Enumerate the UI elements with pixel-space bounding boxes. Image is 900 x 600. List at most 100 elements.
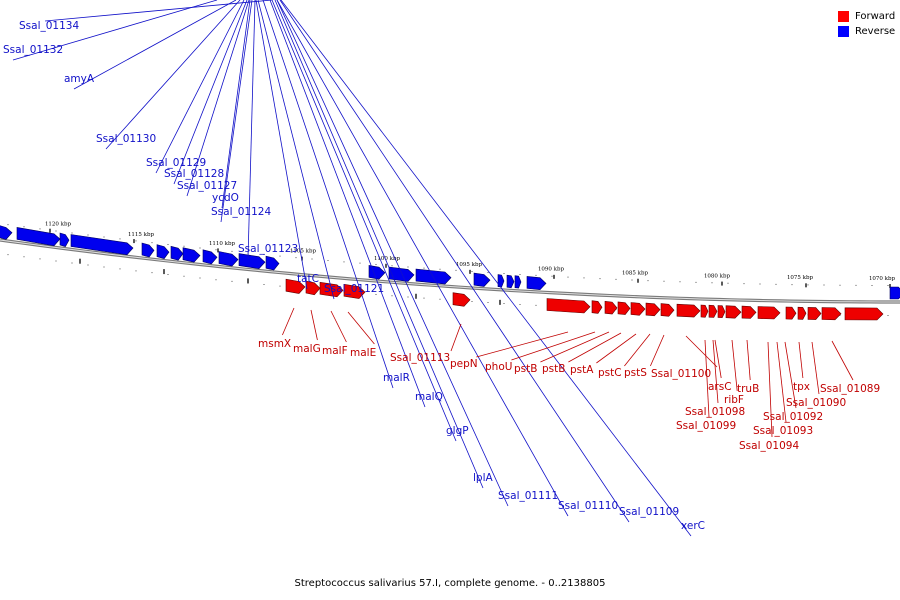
gene-labels: Ssal_01132 amyA Ssal_01130 Ssal_01129 Ssal_0… — [3, 0, 880, 537]
forward-gene-label[interactable]: phoU — [485, 361, 512, 373]
genome-backbone — [0, 238, 900, 304]
reverse-gene-label[interactable]: Ssal_01123 — [238, 243, 298, 255]
reverse-gene-label[interactable]: glgP — [446, 425, 469, 437]
reverse-gene-label[interactable]: Ssal_01121 — [324, 283, 384, 295]
reverse-gene-arrow[interactable] — [415, 268, 452, 285]
forward-gene-label[interactable]: Ssal_01093 — [753, 425, 813, 437]
reverse-gene-label[interactable]: Ssal_01134 — [19, 20, 79, 32]
reverse-gene-arrow[interactable] — [0, 225, 13, 240]
forward-gene-arrow[interactable] — [645, 302, 661, 317]
forward-gene-label[interactable]: pstC — [598, 367, 622, 379]
forward-gene-arrow[interactable] — [785, 306, 797, 320]
legend-reverse: Reverse — [838, 24, 895, 39]
reverse-gene-label[interactable]: Ssal_01124 — [211, 206, 271, 218]
forward-gene-arrow[interactable] — [807, 307, 822, 320]
reverse-gene-label[interactable]: Ssal_01110 — [558, 500, 618, 512]
forward-gene-arrow[interactable] — [630, 302, 646, 316]
reverse-gene-arrow[interactable] — [368, 265, 386, 280]
reverse-gene-arrow[interactable] — [156, 244, 170, 259]
reverse-gene-arrow[interactable] — [514, 275, 522, 289]
forward-gene-arrow[interactable] — [757, 306, 781, 320]
forward-gene-label[interactable]: Ssal_01100 — [651, 368, 711, 380]
forward-gene-label[interactable]: malF — [322, 345, 348, 357]
forward-gene-label[interactable]: ribF — [724, 394, 744, 406]
forward-gene-leader — [624, 333, 651, 367]
reverse-gene-leader — [262, 0, 394, 389]
forward-gene-label[interactable]: malE — [350, 347, 376, 359]
reverse-gene-label[interactable]: Ssal_01111 — [498, 490, 558, 502]
forward-gene-arrow[interactable] — [741, 305, 757, 319]
forward-gene-arrow[interactable] — [604, 300, 618, 315]
reverse-gene-leader — [276, 0, 509, 507]
reverse-gene-arrow[interactable] — [238, 253, 266, 270]
forward-gene-arrow[interactable] — [452, 292, 471, 307]
forward-gene-leader — [685, 335, 718, 368]
kbp-tick-label: 1100 kbp — [374, 256, 401, 262]
reverse-gene-arrow[interactable] — [497, 274, 505, 288]
forward-gene-label[interactable]: Ssal_01092 — [763, 411, 823, 423]
reverse-gene-arrow[interactable] — [265, 255, 280, 271]
forward-gene-label[interactable]: pstB — [514, 363, 537, 375]
reverse-gene-arrow[interactable] — [16, 227, 61, 247]
reverse-gene-arrow[interactable] — [526, 276, 547, 291]
forward-gene-label[interactable]: Ssal_01099 — [676, 420, 736, 432]
forward-gene-arrow[interactable] — [700, 304, 709, 318]
forward-gene-arrow[interactable] — [725, 305, 742, 319]
reverse-gene-arrow[interactable] — [170, 245, 184, 261]
forward-gene-label[interactable]: pepN — [450, 358, 478, 370]
reverse-gene-arrow[interactable] — [141, 242, 155, 258]
reverse-gene-arrow[interactable] — [182, 247, 201, 263]
legend-reverse-label: Reverse — [855, 26, 896, 37]
kbp-tick-label: 1070 kbp — [869, 276, 896, 282]
reverse-gene-label[interactable]: Ssal_01130 — [96, 133, 156, 145]
forward-gene-arrow[interactable] — [591, 300, 603, 314]
forward-gene-label[interactable]: truB — [737, 383, 759, 395]
reverse-gene-label[interactable]: ycdO — [212, 192, 239, 204]
forward-gene-label[interactable]: pstS — [624, 367, 647, 379]
reverse-gene-label[interactable]: Ssal_01127 — [177, 180, 237, 192]
forward-gene-label[interactable]: Ssal_01089 — [820, 383, 880, 395]
forward-gene-arrow[interactable] — [285, 278, 306, 294]
forward-gene-arrow[interactable] — [546, 298, 591, 314]
reverse-gene-arrow[interactable] — [388, 266, 415, 282]
reverse-gene-leader — [105, 0, 241, 150]
forward-gene-arrow[interactable] — [708, 304, 718, 318]
reverse-gene-label[interactable]: malQ — [415, 391, 443, 403]
forward-gene-label[interactable]: malG — [293, 343, 321, 355]
reverse-gene-leader — [44, 0, 273, 22]
forward-gene-arrow[interactable] — [676, 303, 701, 318]
reverse-gene-arrow[interactable] — [889, 286, 900, 300]
forward-gene-label[interactable]: pstA — [570, 364, 594, 376]
reverse-gene-arrow[interactable] — [70, 234, 134, 256]
forward-gene-label[interactable]: tpx — [793, 381, 810, 393]
forward-gene-label[interactable]: pstB — [542, 363, 565, 375]
reverse-gene-label[interactable]: Ssal_01129 — [146, 157, 206, 169]
reverse-gene-label[interactable]: xerC — [681, 520, 705, 532]
reverse-gene-arrow[interactable] — [218, 251, 239, 267]
forward-gene-label[interactable]: Ssal_01094 — [739, 440, 799, 452]
forward-gene-label[interactable]: Ssal_01098 — [685, 406, 745, 418]
reverse-gene-label[interactable]: Ssal_01109 — [619, 506, 679, 518]
forward-gene-arrow[interactable] — [844, 307, 884, 321]
forward-gene-label[interactable]: Ssal_01113 — [390, 352, 450, 364]
forward-gene-label[interactable]: Ssal_01090 — [786, 397, 846, 409]
reverse-gene-label[interactable]: malR — [383, 372, 410, 384]
forward-gene-label[interactable]: arsC — [708, 381, 732, 393]
reverse-gene-arrow[interactable] — [59, 232, 70, 247]
forward-gene-label[interactable]: msmX — [258, 338, 291, 350]
forward-gene-arrow[interactable] — [797, 306, 807, 320]
forward-gene-arrow[interactable] — [617, 301, 631, 315]
forward-gene-arrow[interactable] — [660, 303, 675, 317]
forward-gene-arrow[interactable] — [717, 305, 726, 319]
reverse-gene-label[interactable]: tatC — [297, 273, 319, 285]
reverse-gene-label[interactable]: lplA — [473, 472, 493, 484]
reverse-gene-arrow[interactable] — [506, 274, 515, 289]
forward-gene-arrow[interactable] — [305, 280, 321, 296]
reverse-gene-label[interactable]: amyA — [64, 73, 95, 85]
forward-gene-arrow[interactable] — [821, 307, 842, 321]
reverse-gene-arrow[interactable] — [202, 249, 218, 265]
reverse-gene-label[interactable]: Ssal_01132 — [3, 44, 63, 56]
reverse-gene-arrow[interactable] — [473, 272, 491, 287]
kbp-tick-label: 1110 kbp — [209, 241, 236, 247]
